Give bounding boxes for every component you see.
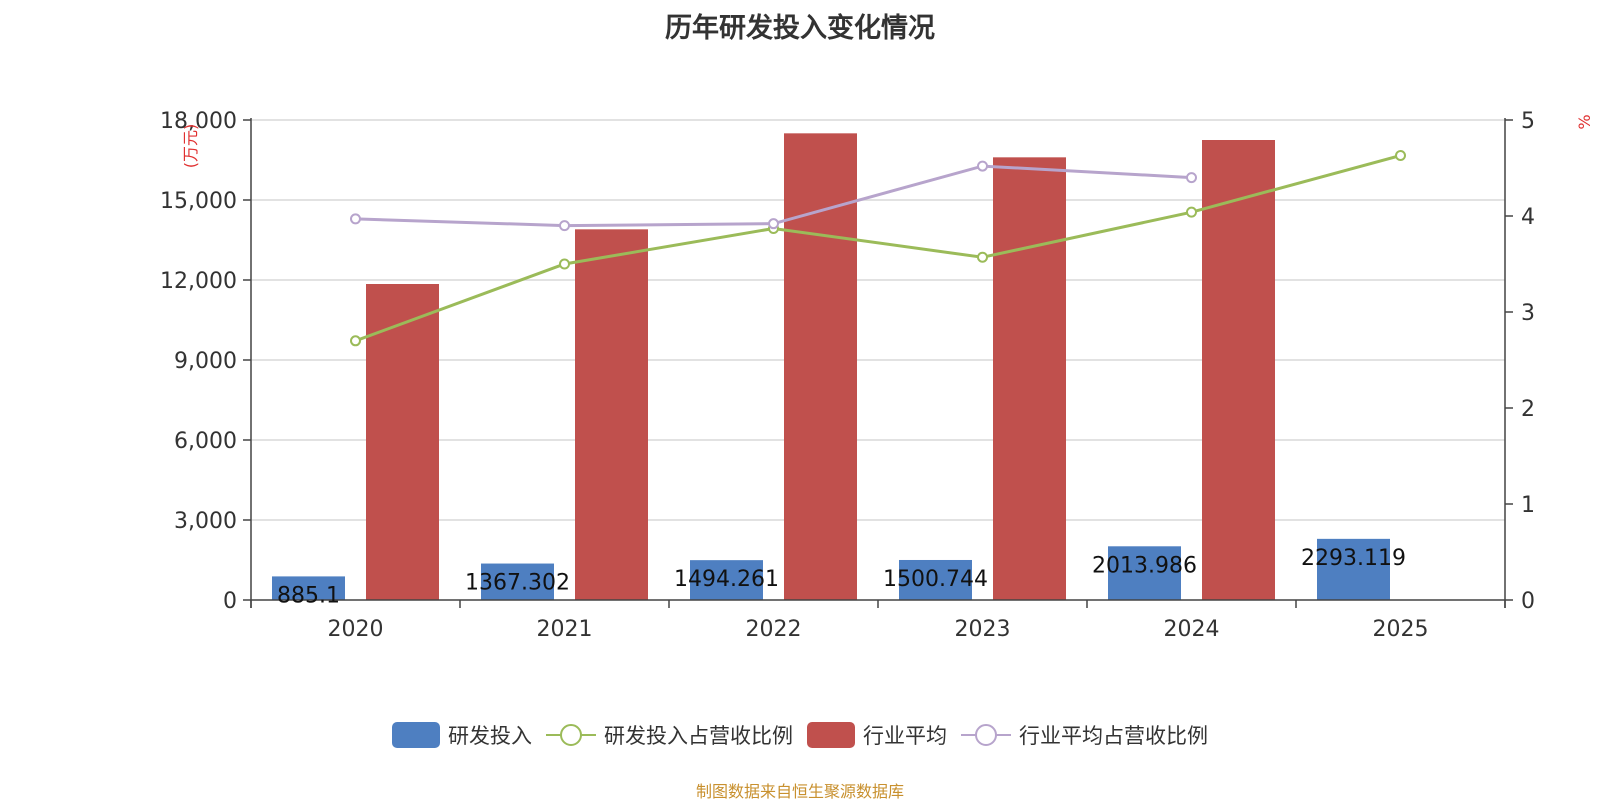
line-rd-ratio (354, 154, 1401, 343)
legend-item-rd-investment[interactable]: 研发投入 (392, 720, 532, 750)
y-left-axis-label: (万元) (181, 124, 200, 169)
y-right-tick-label: 4 (1521, 205, 1535, 230)
line-point (350, 335, 361, 347)
y-left-tick-label: 12,000 (160, 269, 237, 294)
legend-swatch (546, 724, 596, 746)
line-point (768, 218, 779, 230)
y-left-tick-label: 15,000 (160, 189, 237, 214)
bar-industry-avg (366, 284, 439, 600)
legend-item-industry-ratio[interactable]: 行业平均占营收比例 (961, 720, 1208, 750)
data-label: 1494.261 (674, 567, 779, 592)
legend-label: 研发投入占营收比例 (604, 724, 793, 748)
bar-rd-investment (1108, 546, 1181, 600)
bar-industry-avg (1202, 140, 1275, 600)
axes: 0 3,000 6,000 9,000 12,000 15,000 18,000 0 1 2 3 4 5… (160, 109, 1594, 642)
legend-item-industry-avg[interactable]: 行业平均 (807, 720, 947, 750)
line-point (977, 251, 988, 263)
x-tick-label: 2021 (537, 617, 593, 642)
data-label: 1367.302 (465, 571, 570, 596)
x-tick-label: 2022 (746, 617, 802, 642)
legend-label: 行业平均 (863, 724, 947, 748)
bar-rd-investment (272, 576, 345, 600)
legend-swatch (961, 724, 1011, 746)
line-industry-ratio (355, 164, 1192, 228)
y-right-tick-label: 5 (1521, 109, 1535, 134)
bar-rd-investment (481, 563, 554, 600)
line-point (559, 258, 570, 270)
chart-title: 历年研发投入变化情况 (665, 13, 935, 44)
x-tick-label: 2025 (1373, 617, 1429, 642)
x-tick-label: 2024 (1164, 617, 1220, 642)
data-label: 885.1 (277, 583, 340, 608)
legend-label: 研发投入 (448, 724, 532, 748)
bar-industry-avg (993, 157, 1066, 601)
legend-label: 行业平均占营收比例 (1019, 724, 1208, 748)
bar-rd-investment (899, 559, 972, 600)
x-tick-label: 2020 (328, 617, 384, 642)
lines (350, 150, 1406, 347)
y-right-tick-label: 3 (1521, 301, 1535, 326)
bar-industry-avg (575, 229, 648, 601)
data-labels: 885.1 1367.302 1494.261 1500.744 2013.986 229… (277, 546, 1406, 609)
legend-item-rd-ratio[interactable]: 研发投入占营收比例 (546, 720, 793, 750)
bar-rd-investment (690, 560, 763, 600)
y-left-tick-label: 18,000 (160, 109, 237, 134)
bars (272, 133, 1390, 601)
y-right-axis-label: % (1575, 114, 1594, 129)
legend: 研发投入 研发投入占营收比例 行业平均 行业平均占营收比例 (0, 718, 1600, 752)
x-tick-label: 2023 (955, 617, 1011, 642)
legend-swatch (807, 722, 855, 748)
data-label: 1500.744 (883, 567, 988, 592)
bar-rd-investment (1317, 538, 1390, 600)
legend-swatch (392, 722, 440, 748)
line-point (559, 220, 570, 232)
y-left-tick-label: 0 (223, 589, 237, 614)
gridlines (251, 119, 1505, 521)
data-label: 2293.119 (1301, 546, 1406, 571)
line-point (1186, 172, 1197, 184)
source-footer: 制图数据来自恒生聚源数据库 (695, 782, 904, 801)
y-right-tick-label: 1 (1521, 493, 1535, 518)
y-left-tick-label: 6,000 (174, 429, 237, 454)
data-label: 2013.986 (1092, 553, 1197, 578)
line-point (977, 160, 988, 172)
y-left-tick-label: 9,000 (174, 349, 237, 374)
y-right-tick-label: 0 (1521, 589, 1535, 614)
line-point (350, 213, 361, 225)
line-point (1395, 150, 1406, 162)
line-point (1186, 206, 1197, 218)
y-right-tick-label: 2 (1521, 397, 1535, 422)
y-left-tick-label: 3,000 (174, 509, 237, 534)
